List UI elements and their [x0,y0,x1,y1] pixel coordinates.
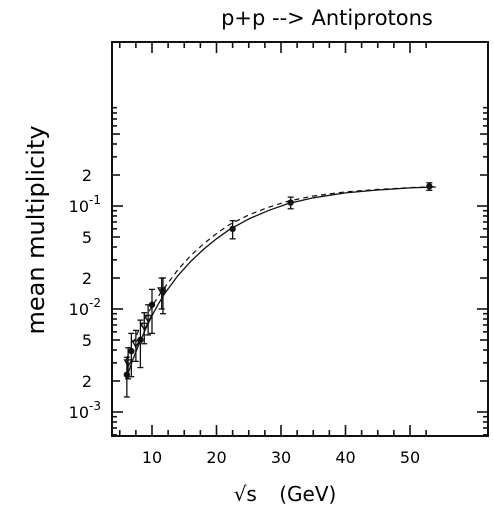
data-point-circle [426,183,433,190]
y-tick-label: 10-2 [69,296,101,319]
x-axis-label-unit: (GeV) [279,482,336,506]
data-point-circle [229,225,236,233]
x-axis-tick-labels: 10 20 30 40 50 [142,448,420,467]
y-tick-label: 2 [82,166,92,185]
data-point-circle [128,347,135,355]
y-tick-label: 2 [82,269,92,288]
y-axis-ticks [112,106,488,436]
x-axis-label: √s (GeV) [234,482,337,506]
y-tick-label: 2 [82,372,92,391]
x-tick-label: 20 [206,448,226,467]
x-tick-label: 10 [142,448,162,467]
data-point-triangle [123,359,133,368]
data-point-triangle [131,340,141,349]
y-tick-label-base: 10 [69,197,89,216]
y-tick-label: 10-3 [69,399,101,422]
x-tick-label: 40 [335,448,355,467]
chart-title: p+p --> Antiprotons [221,6,433,30]
solid-curve [125,186,436,380]
data-points [123,182,433,398]
data-point-triangle [143,314,153,324]
data-point-triangle [157,287,167,296]
y-tick-label: 10-1 [69,193,101,216]
plot-frame [111,41,489,437]
data-point-circle [148,301,156,308]
y-tick-label-exponent: -2 [89,296,101,310]
model-curves [125,186,436,380]
data-point-circle [287,199,294,206]
svg-text:√s (GeV): √s (GeV) [234,482,337,506]
y-tick-label: 5 [82,228,92,247]
x-axis-ticks [118,42,427,436]
dashed-curve [125,186,436,361]
x-tick-label: 50 [400,448,420,467]
y-axis-label: mean multiplicity [22,125,50,334]
x-tick-label: 30 [271,448,291,467]
y-tick-label-exponent: -1 [89,193,101,207]
y-tick-label-base: 10 [69,300,89,319]
y-tick-label-base: 10 [69,403,89,422]
y-tick-label-exponent: -3 [89,399,101,413]
y-tick-label: 5 [82,331,92,350]
x-axis-label-symbol: √s [234,482,257,506]
data-point-triangle [139,322,149,332]
